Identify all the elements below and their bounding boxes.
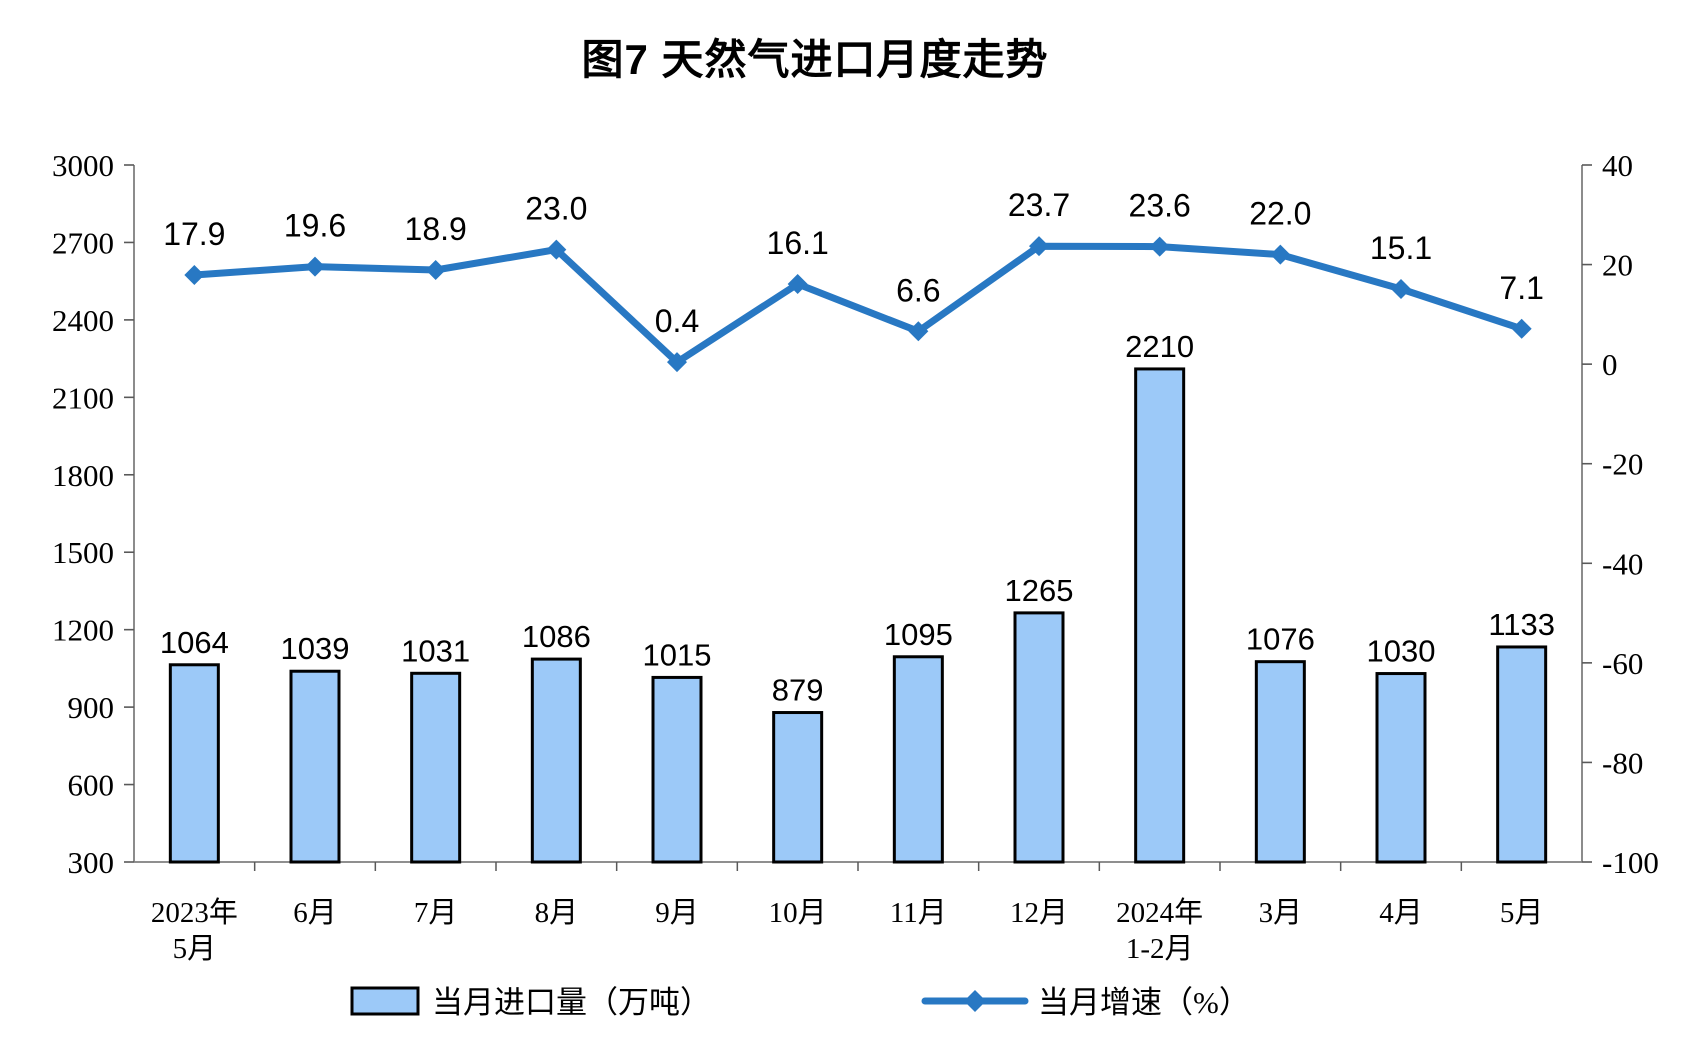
- x-category-label: 12月: [1010, 897, 1068, 929]
- y-right-tick-label: 20: [1602, 248, 1633, 283]
- bar: [1013, 611, 1065, 864]
- x-category-label: 5月: [1500, 897, 1544, 929]
- y-right-tick-label: 40: [1602, 148, 1633, 183]
- line-marker-diamond: [1511, 318, 1532, 339]
- line-value-label: 6.6: [896, 272, 940, 308]
- bar-value-label: 1133: [1488, 607, 1555, 642]
- x-category-label: 7月: [414, 897, 458, 929]
- bar: [772, 711, 824, 864]
- y-left-tick-label: 1800: [52, 458, 114, 493]
- bar: [530, 657, 582, 864]
- line-marker-diamond: [1149, 236, 1170, 257]
- bar-value-label: 1039: [281, 631, 350, 666]
- bar-value-label: 1015: [643, 637, 712, 672]
- bar-value-label: 1076: [1246, 622, 1315, 657]
- line-marker-diamond: [1029, 236, 1049, 257]
- x-category-label: 3月: [1259, 897, 1303, 929]
- line-value-label: 18.9: [405, 211, 467, 247]
- line-value-label: 16.1: [767, 225, 829, 261]
- y-right-tick-label: -40: [1602, 546, 1643, 581]
- bar: [651, 675, 703, 864]
- y-right-tick-label: 0: [1602, 347, 1618, 382]
- x-category-label: 6月: [293, 897, 337, 929]
- trend-line: 17.9 19.6 18.9 23.0 0.4 16.1 6.6 23.7 23.6 22.0 15…: [163, 187, 1544, 373]
- x-category-label: 11月: [890, 897, 947, 929]
- line-marker-diamond: [1270, 244, 1291, 265]
- x-axis: [134, 861, 1582, 871]
- y-axis-right: -100 -80 -60 -40 -20 0 20 40: [1581, 148, 1659, 880]
- y-left-tick-label: 2100: [52, 380, 114, 415]
- bar: [1254, 660, 1306, 864]
- x-category-label: 10月: [769, 897, 827, 929]
- legend-bar-label: 当月进口量（万吨）: [432, 985, 711, 1020]
- line-marker-diamond: [546, 239, 567, 260]
- line-value-label: 17.9: [163, 216, 225, 252]
- bar: [1134, 367, 1186, 864]
- y-axis-left: 300 600 900 1200 1500 1800 2100 2400 2700 3000: [52, 148, 135, 880]
- line-marker-diamond: [184, 265, 205, 286]
- line-value-label: 23.7: [1008, 187, 1070, 223]
- bar: [1496, 645, 1548, 864]
- line-value-label: 7.1: [1499, 270, 1543, 306]
- bar-value-label: 1086: [522, 619, 591, 654]
- bar-value-label: 1064: [160, 625, 229, 660]
- x-category-labels: 2023年 5月 6月 7月 8月 9月 10月 11月 12月 2024年 1-2月 3月 4月 5月: [151, 896, 1544, 965]
- line-value-label: 19.6: [284, 208, 346, 244]
- bar: [892, 655, 944, 864]
- y-left-tick-label: 1200: [52, 613, 114, 648]
- line-marker-diamond: [908, 321, 929, 342]
- bars: [168, 367, 1548, 864]
- line-value-label: 15.1: [1370, 230, 1432, 266]
- x-category-label: 2024年 1-2月: [1116, 896, 1203, 965]
- bar-value-label: 1095: [884, 617, 953, 652]
- x-category-label: 8月: [535, 897, 579, 929]
- bar: [289, 669, 341, 864]
- bar-value-label: 1031: [401, 633, 470, 668]
- line-value-label: 22.0: [1249, 196, 1311, 232]
- y-right-tick-label: -80: [1602, 745, 1643, 780]
- y-right-tick-label: -100: [1602, 845, 1659, 880]
- line-marker-diamond: [787, 273, 808, 294]
- y-left-tick-label: 3000: [52, 148, 114, 183]
- chart-title: 图7 天然气进口月度走势: [581, 36, 1049, 83]
- line-value-label: 0.4: [655, 303, 699, 339]
- y-right-tick-label: -60: [1602, 646, 1643, 681]
- bar: [410, 671, 462, 864]
- bar-value-labels: 1064 1039 1031 1086 1015 879 1095 1265 2210 1076 1…: [160, 329, 1555, 708]
- legend-bar-swatch: [350, 986, 420, 1016]
- line-marker-diamond: [425, 260, 446, 281]
- bar: [168, 663, 220, 864]
- y-left-tick-label: 300: [68, 845, 115, 880]
- legend-line-label: 当月增速（%）: [1038, 985, 1250, 1020]
- y-left-tick-label: 1500: [52, 535, 114, 570]
- x-category-label: 2023年 5月: [151, 896, 238, 965]
- y-left-tick-label: 600: [68, 768, 115, 803]
- line-marker-diamond: [305, 256, 325, 277]
- bar-value-label: 1265: [1005, 573, 1074, 608]
- y-left-tick-label: 2700: [52, 225, 114, 260]
- bar-value-label: 2210: [1125, 329, 1194, 364]
- y-left-tick-label: 2400: [52, 303, 114, 338]
- line-marker-diamond: [1391, 278, 1411, 299]
- bar: [1375, 672, 1427, 864]
- bar-value-label: 1030: [1367, 634, 1436, 669]
- x-category-label: 4月: [1379, 897, 1423, 929]
- line-value-label: 23.0: [525, 191, 587, 227]
- bar-value-label: 879: [772, 673, 824, 708]
- trend-line-path: [190, 242, 1526, 366]
- legend-line-marker-diamond: [964, 990, 986, 1012]
- line-value-label: 23.6: [1129, 188, 1191, 224]
- x-category-label: 9月: [655, 897, 699, 929]
- y-right-tick-label: -20: [1602, 447, 1643, 482]
- legend: 当月进口量（万吨） 当月增速（%）: [350, 985, 1250, 1020]
- line-marker-diamond: [667, 352, 687, 373]
- y-left-tick-label: 900: [68, 690, 115, 725]
